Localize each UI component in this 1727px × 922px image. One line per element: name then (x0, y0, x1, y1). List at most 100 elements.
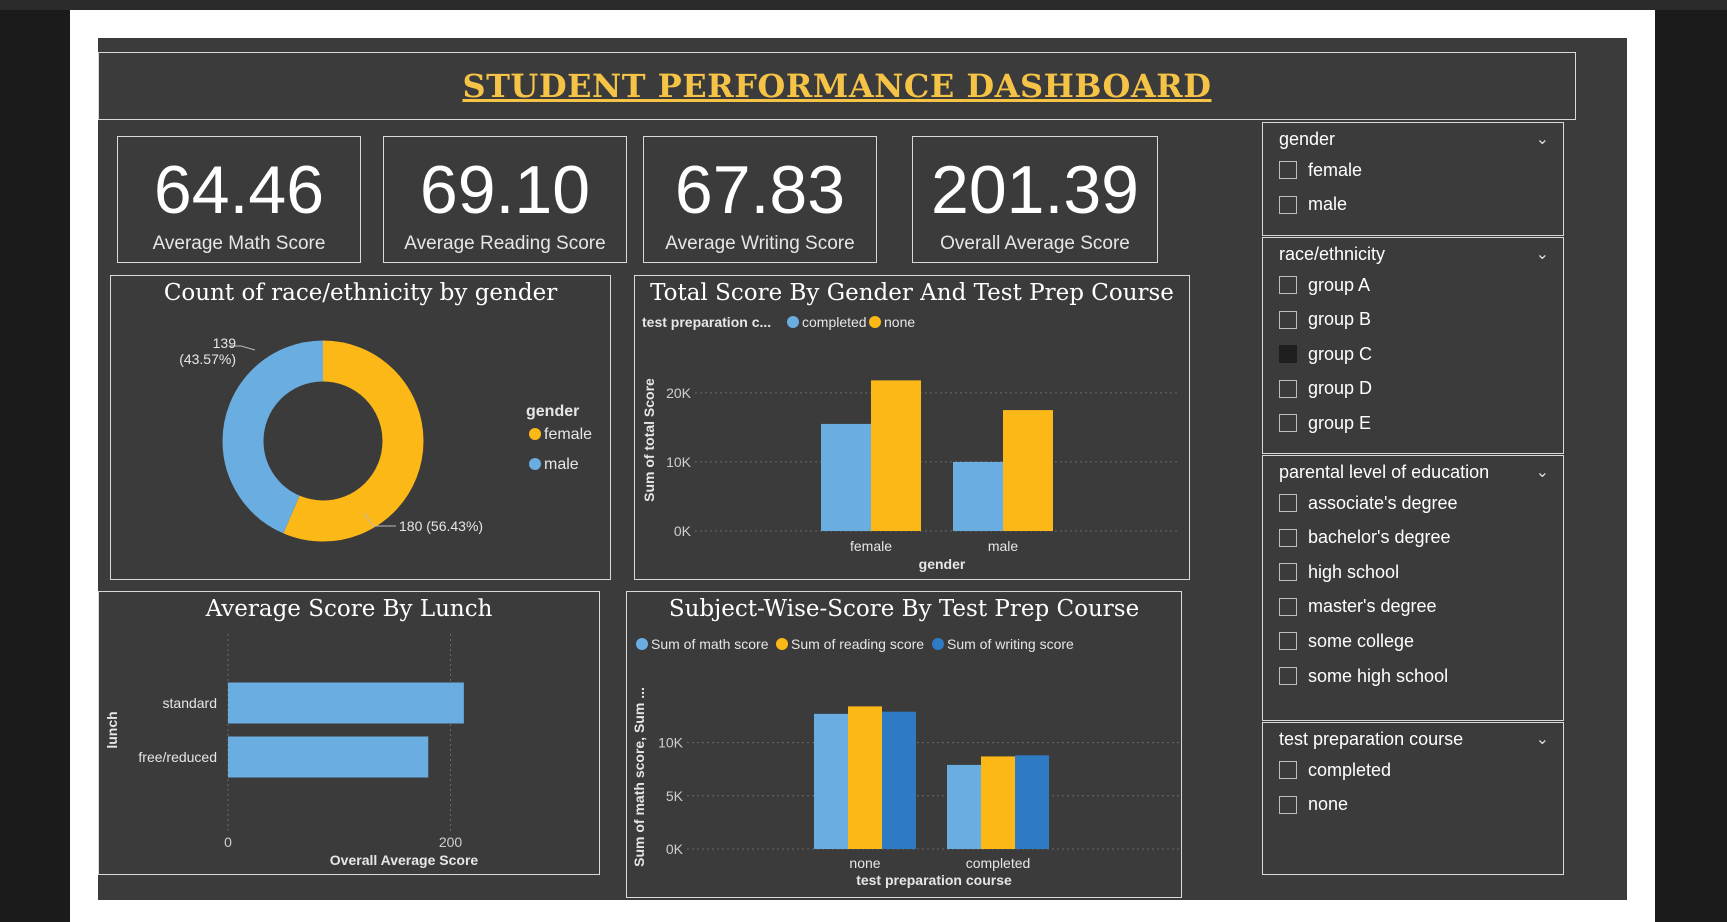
kpi-label: Average Math Score (152, 233, 326, 254)
bar-free/reduced (228, 736, 429, 778)
slicer-option[interactable]: associate's degree (1279, 490, 1458, 516)
legend-marker (776, 638, 788, 650)
kpi-label: Overall Average Score (940, 233, 1130, 254)
slicer-option[interactable]: group D (1279, 376, 1372, 402)
kpi-card-writing[interactable]: 67.83 Average Writing Score (643, 136, 877, 263)
bar-none-male (1003, 410, 1053, 531)
checkbox[interactable] (1279, 795, 1297, 814)
legend-title: test preparation c... (642, 314, 771, 330)
slicer-option[interactable]: group A (1279, 272, 1370, 298)
gender-prep-chart-panel[interactable]: Total Score By Gender And Test Prep Cour… (634, 275, 1190, 580)
checkbox[interactable] (1279, 667, 1297, 685)
chart-title: Average Score By Lunch (205, 596, 493, 622)
checkbox[interactable] (1279, 597, 1297, 616)
bar-series1-none (848, 706, 882, 849)
slicer-option-label: group A (1308, 274, 1371, 295)
checkbox[interactable] (1279, 276, 1297, 294)
x-axis-label: Overall Average Score (330, 852, 479, 868)
bar-series0-none (814, 713, 848, 849)
slicer-option[interactable]: female (1279, 157, 1362, 183)
chevron-down-icon[interactable]: ⌄ (1535, 464, 1549, 481)
y-axis-label: Sum of total Score (641, 378, 657, 502)
checkbox[interactable] (1279, 761, 1297, 779)
legend-label: completed (802, 314, 867, 330)
data-label: 139 (213, 335, 237, 351)
y-tick-label: 10K (658, 735, 684, 751)
bar-none-female (871, 380, 921, 531)
x-tick-label: male (988, 538, 1019, 554)
y-tick-label: free/reduced (138, 749, 217, 765)
subject-chart-panel[interactable]: Subject-Wise-Score By Test Prep Course 0… (626, 591, 1182, 898)
slicer-option[interactable]: group B (1279, 307, 1371, 333)
checkbox[interactable] (1279, 379, 1297, 398)
slicer-option-label: some high school (1308, 665, 1449, 686)
slicer-race: race/ethnicity ⌄ group A group B group C gr… (1262, 237, 1564, 454)
slicer-option-label: group C (1308, 343, 1373, 364)
legend-label: male (544, 456, 579, 473)
left-margin (0, 10, 70, 922)
x-tick-label: none (849, 855, 880, 871)
lunch-bar-chart: 0 200 standard free/reduced Overall Average … (104, 634, 479, 868)
slicer-option-label: high school (1308, 561, 1400, 582)
chevron-down-icon[interactable]: ⌄ (1535, 131, 1549, 148)
slicer-option-label: bachelor's degree (1308, 527, 1451, 548)
legend-label: Sum of writing score (947, 636, 1074, 652)
legend-marker (529, 458, 541, 470)
legend-marker (869, 316, 881, 328)
kpi-card-reading[interactable]: 69.10 Average Reading Score (383, 136, 627, 263)
chart-title: Total Score By Gender And Test Prep Cour… (650, 280, 1174, 306)
slicer-option[interactable]: none (1279, 792, 1348, 818)
slicer-prep: test preparation course ⌄ completed none (1262, 722, 1564, 875)
lunch-chart-panel[interactable]: Average Score By Lunch 0 200 standard free/… (98, 591, 600, 875)
chart-title: Count of race/ethnicity by gender (163, 280, 558, 306)
x-tick-label: female (850, 538, 892, 554)
y-tick-label: 10K (666, 454, 692, 470)
slicer-option-label: none (1308, 794, 1349, 815)
checkbox[interactable] (1279, 632, 1297, 651)
kpi-value: 69.10 (419, 152, 591, 228)
slicer-option[interactable]: bachelor's degree (1279, 525, 1451, 551)
slicer-title: test preparation course (1279, 729, 1464, 749)
kpi-card-math[interactable]: 64.46 Average Math Score (117, 136, 361, 263)
bar-completed-female (821, 423, 871, 531)
slicer-option[interactable]: completed (1279, 757, 1391, 783)
legend-label: Sum of reading score (791, 636, 924, 652)
slicer-option[interactable]: master's degree (1279, 594, 1437, 620)
chevron-down-icon[interactable]: ⌄ (1535, 731, 1549, 748)
slicer-education: parental level of education ⌄ associate'… (1262, 455, 1564, 721)
data-label: (43.57%) (179, 351, 236, 367)
checkbox[interactable] (1279, 161, 1297, 179)
checkbox[interactable] (1279, 345, 1297, 364)
y-axis-label: lunch (104, 711, 120, 748)
slicer-option-label: group E (1308, 412, 1372, 433)
checkbox[interactable] (1279, 414, 1297, 433)
chart-title: Subject-Wise-Score By Test Prep Course (668, 596, 1140, 622)
kpi-label: Average Reading Score (404, 233, 606, 254)
legend-marker (787, 316, 799, 328)
slicer-option[interactable]: some college (1279, 628, 1414, 654)
x-axis-label: gender (919, 556, 966, 572)
checkbox[interactable] (1279, 195, 1297, 214)
kpi-card-overall[interactable]: 201.39 Overall Average Score (912, 136, 1158, 263)
checkbox[interactable] (1279, 310, 1297, 329)
slicer-option[interactable]: group E (1279, 410, 1371, 436)
donut-chart-panel[interactable]: Count of race/ethnicity by gender 180 (5… (110, 275, 611, 580)
slicer-option[interactable]: male (1279, 192, 1347, 218)
y-tick-label: 0K (666, 841, 684, 857)
kpi-value: 201.39 (931, 152, 1139, 228)
donut-chart: 180 (56.43%) 139(43.57%) gender female male (179, 335, 592, 542)
checkbox[interactable] (1279, 563, 1297, 582)
y-tick-label: 0K (674, 523, 692, 539)
checkbox[interactable] (1279, 494, 1297, 512)
checkbox[interactable] (1279, 528, 1297, 547)
slicer-gender: gender ⌄ female male (1262, 122, 1564, 236)
donut-slice-male (222, 340, 424, 542)
slicer-option-label: associate's degree (1308, 492, 1458, 513)
chevron-down-icon[interactable]: ⌄ (1535, 246, 1549, 263)
slicer-title: parental level of education (1279, 462, 1490, 482)
slicer-option[interactable]: high school (1279, 559, 1399, 585)
slicer-option[interactable]: some high school (1279, 663, 1448, 689)
slicer-option-label: group D (1308, 378, 1373, 399)
slicer-option[interactable]: group C (1279, 341, 1372, 367)
legend-marker (529, 428, 541, 440)
